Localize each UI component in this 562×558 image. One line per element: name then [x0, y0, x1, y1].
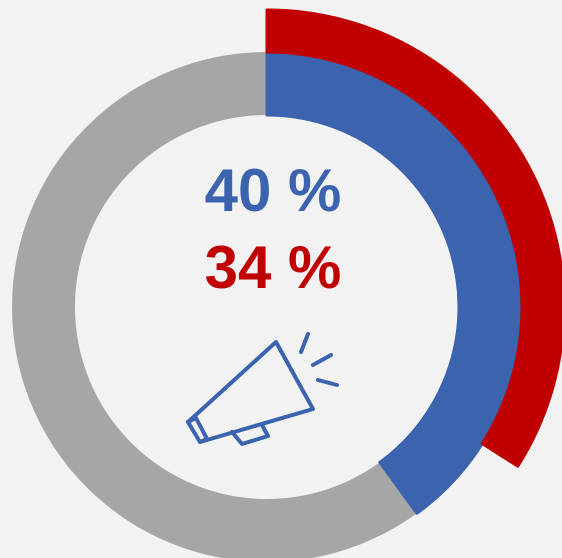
sound-ray — [299, 332, 310, 354]
megaphone-icon — [186, 332, 339, 446]
megaphone-handle — [230, 423, 270, 446]
ring-arc — [265, 8, 562, 468]
sound-ray — [316, 378, 339, 387]
value-label: 34 % — [205, 234, 342, 301]
value-label: 40 % — [205, 157, 342, 224]
sound-ray — [311, 353, 333, 367]
megaphone-mouth — [186, 416, 209, 444]
rings — [12, 8, 562, 558]
megaphone-horn — [186, 340, 315, 444]
